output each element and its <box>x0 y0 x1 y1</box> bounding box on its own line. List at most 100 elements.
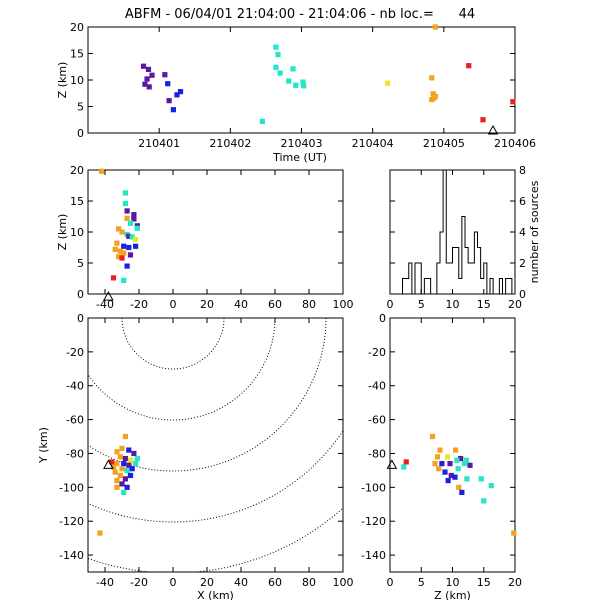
data-point <box>273 44 279 50</box>
data-point <box>439 461 445 467</box>
y-tick-label: 10 <box>70 74 84 87</box>
data-point <box>122 455 128 462</box>
x-tick-label: -40 <box>96 576 114 589</box>
data-point <box>432 24 438 30</box>
data-point <box>124 467 130 473</box>
y-tick-label: -140 <box>361 549 386 562</box>
data-point <box>110 464 117 470</box>
y-tick-label: -40 <box>368 380 386 393</box>
data-point <box>511 530 517 536</box>
x-tick-label: 100 <box>333 576 354 589</box>
data-point <box>119 255 125 261</box>
data-point <box>445 477 451 484</box>
data-point <box>444 454 451 460</box>
data-point <box>429 433 436 440</box>
x-tick-label: 5 <box>418 298 425 311</box>
data-point <box>447 461 453 467</box>
plot-frame <box>87 317 344 573</box>
data-point <box>162 72 168 78</box>
data-point <box>116 254 122 260</box>
y-tick-label: -60 <box>368 414 386 427</box>
y-tick-label: 20 <box>70 164 84 177</box>
x-tick-label: -20 <box>130 576 148 589</box>
x-tick-label: 15 <box>477 576 491 589</box>
data-point <box>478 476 484 482</box>
x-tick-label: 210406 <box>494 137 536 150</box>
y-tick-label: 10 <box>70 226 84 239</box>
data-point <box>126 244 132 251</box>
y-tick-label: -100 <box>361 481 386 494</box>
y-axis-label: Y (km) <box>37 427 50 464</box>
y-tick-label: 6 <box>519 195 526 208</box>
data-point <box>300 79 306 85</box>
data-point <box>117 248 123 254</box>
y-tick-label: -100 <box>59 481 84 494</box>
data-point <box>301 83 307 89</box>
data-point <box>453 447 459 453</box>
data-point <box>429 75 435 81</box>
data-point <box>127 220 134 226</box>
x-tick-label: 20 <box>508 576 522 589</box>
x-tick-label: 0 <box>387 576 394 589</box>
x-tick-label: 20 <box>508 298 522 311</box>
data-point <box>119 445 125 451</box>
data-point <box>133 236 139 243</box>
y-tick-label: 15 <box>70 195 84 208</box>
y-tick-label: -60 <box>66 414 84 427</box>
data-point <box>126 462 132 468</box>
x-tick-label: 20 <box>200 576 214 589</box>
data-point <box>430 91 436 97</box>
data-point <box>112 246 118 252</box>
x-tick-label: 40 <box>234 298 248 311</box>
data-point <box>170 107 176 113</box>
data-point <box>131 212 137 218</box>
x-tick-label: 10 <box>446 576 460 589</box>
data-point <box>127 472 134 479</box>
data-point <box>442 469 448 475</box>
y-tick-label: 0 <box>77 127 84 140</box>
data-point <box>481 498 487 504</box>
data-point <box>385 80 391 86</box>
data-point <box>454 457 460 463</box>
data-point <box>144 76 150 82</box>
y-tick-label: -80 <box>368 447 386 460</box>
data-point <box>126 447 132 453</box>
data-point <box>177 89 184 95</box>
data-point <box>286 78 292 84</box>
y-tick-label: -80 <box>66 447 84 460</box>
height-y-panel: 0 5 10 15 20 -140 -120 -100 -80 -60 -40 -20 0 Z (km) <box>361 312 522 600</box>
data-point <box>463 457 469 463</box>
x-tick-label: 80 <box>302 298 316 311</box>
x-tick-label: 80 <box>302 576 316 589</box>
data-point <box>122 476 128 482</box>
time-height-panel: 210401 210402 210403 210404 210405 210406 0 5 10… <box>56 21 536 164</box>
data-point <box>114 240 120 246</box>
data-point <box>129 466 135 472</box>
data-point <box>134 225 140 231</box>
data-point <box>99 168 105 174</box>
y-tick-label: 0 <box>379 312 386 325</box>
data-point <box>124 215 130 221</box>
station-marker <box>386 459 398 469</box>
data-point <box>142 81 148 87</box>
y-axis-label: number of sources <box>528 180 541 283</box>
data-point <box>466 63 472 69</box>
data-point <box>129 234 135 240</box>
data-point <box>110 275 117 281</box>
range-rings <box>88 318 343 572</box>
y-tick-label: 8 <box>519 164 526 177</box>
x-tick-label: 60 <box>268 298 282 311</box>
data-point <box>275 51 281 58</box>
y-tick-label: 0 <box>77 312 84 325</box>
data-point <box>140 63 147 69</box>
data-point <box>121 243 127 249</box>
data-point <box>455 466 461 472</box>
data-point <box>131 216 137 222</box>
data-point <box>119 481 125 487</box>
data-point <box>165 81 171 87</box>
y-axis-label: Z (km) <box>56 62 69 99</box>
data-point <box>403 459 409 465</box>
data-point <box>97 530 103 536</box>
data-point <box>126 233 132 239</box>
